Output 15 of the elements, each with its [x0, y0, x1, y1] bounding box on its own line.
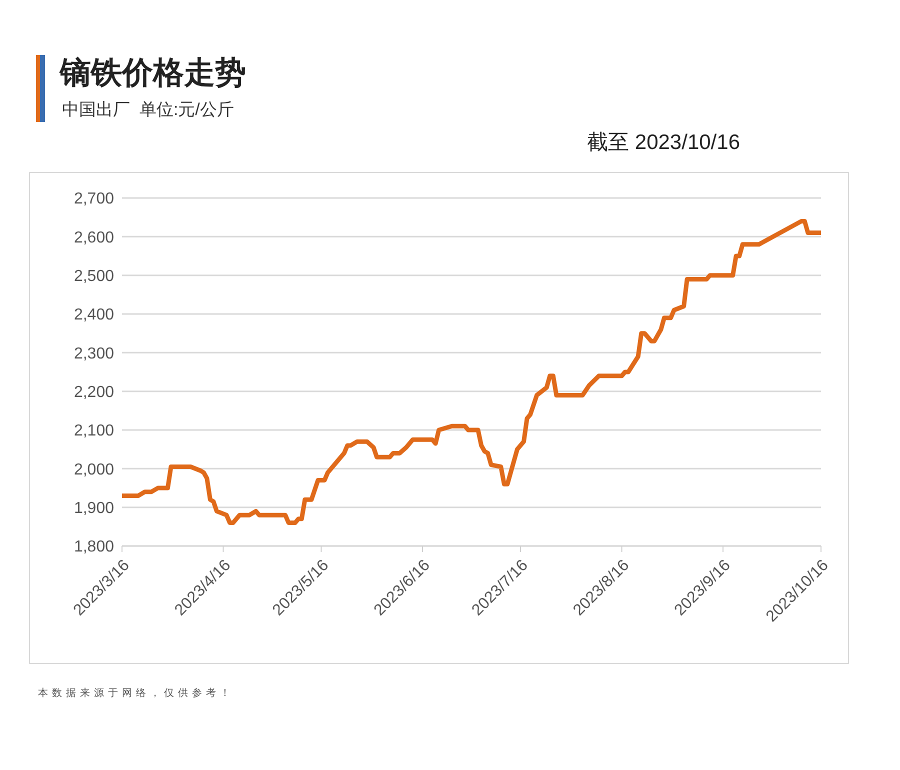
chart-title: 镝铁价格走势 [60, 54, 246, 92]
text: 截至 2023/10/16 [587, 130, 740, 156]
y-tick-label: 2,100 [74, 422, 114, 440]
y-tick-label: 2,300 [74, 345, 114, 362]
y-tick-label: 1,800 [74, 538, 114, 556]
y-tick-label: 2,500 [74, 268, 114, 286]
text: 本数据来源于网络，仅供参考！ [38, 686, 234, 700]
chart-subtitle: 中国出厂 单位:元/公斤 [62, 99, 234, 121]
y-tick-label: 2,200 [74, 384, 114, 402]
y-tick-label: 2,400 [74, 306, 114, 324]
y-tick-label: 2,000 [74, 461, 114, 478]
line-series [122, 218, 821, 526]
y-tick-label: 2,600 [74, 229, 114, 246]
y-tick-label: 1,900 [74, 500, 114, 518]
y-tick-label: 2,700 [74, 190, 114, 208]
